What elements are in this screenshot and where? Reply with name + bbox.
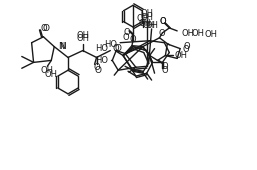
Text: N: N xyxy=(59,42,66,51)
Text: N: N xyxy=(58,42,65,51)
Text: O: O xyxy=(161,62,168,71)
Text: O: O xyxy=(93,63,100,72)
Text: HO: HO xyxy=(95,44,108,53)
Text: OH: OH xyxy=(192,29,205,38)
Text: O: O xyxy=(158,29,165,38)
Text: OH: OH xyxy=(136,14,149,23)
Text: OH: OH xyxy=(174,51,187,60)
Text: OH: OH xyxy=(41,66,54,75)
Text: O: O xyxy=(183,42,190,51)
Text: OH: OH xyxy=(140,13,153,22)
Text: OH: OH xyxy=(181,29,195,38)
Text: O: O xyxy=(159,16,166,26)
Text: O: O xyxy=(43,24,50,33)
Text: O: O xyxy=(130,35,136,44)
Text: OH: OH xyxy=(76,34,89,43)
Text: O: O xyxy=(159,16,166,26)
Text: HO: HO xyxy=(95,56,108,65)
Text: O: O xyxy=(161,66,168,75)
Text: OH: OH xyxy=(204,30,217,39)
Text: OH: OH xyxy=(142,21,155,30)
Text: O: O xyxy=(112,44,119,53)
Text: OH: OH xyxy=(76,31,89,40)
Text: O: O xyxy=(40,24,47,33)
Text: O: O xyxy=(182,45,189,54)
Text: O: O xyxy=(124,28,130,37)
Text: OH: OH xyxy=(145,21,158,30)
Text: HO: HO xyxy=(104,40,117,49)
Text: OH: OH xyxy=(45,70,58,79)
Text: O: O xyxy=(123,33,129,42)
Text: O: O xyxy=(94,66,101,75)
Text: O: O xyxy=(114,44,121,53)
Text: OH: OH xyxy=(138,19,151,28)
Text: OH: OH xyxy=(140,9,153,18)
